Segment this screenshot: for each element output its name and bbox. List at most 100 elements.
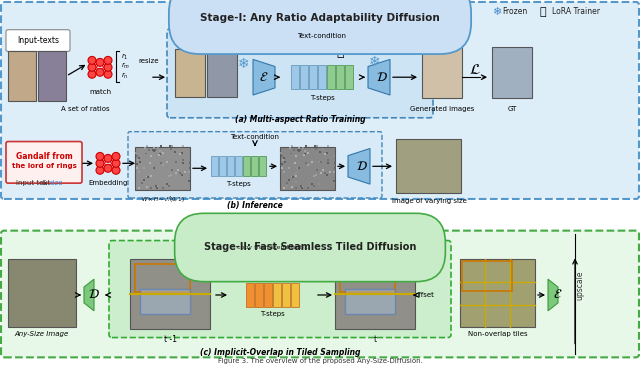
Circle shape — [96, 58, 104, 66]
Bar — [182, 159, 184, 161]
Bar — [340, 264, 395, 292]
Bar — [303, 154, 305, 155]
Bar — [307, 152, 309, 154]
Text: Text-condition: Text-condition — [230, 134, 280, 139]
Polygon shape — [368, 59, 390, 95]
Text: Input text: Input text — [16, 180, 50, 186]
Bar — [138, 187, 140, 189]
Bar — [330, 171, 332, 173]
Bar — [282, 283, 289, 307]
Polygon shape — [548, 279, 558, 311]
Text: $r_m$: $r_m$ — [121, 61, 131, 72]
Bar — [135, 146, 190, 190]
Polygon shape — [348, 149, 370, 184]
Bar — [246, 283, 253, 307]
Text: (b) Inference: (b) Inference — [227, 201, 283, 210]
Bar — [138, 159, 140, 161]
Text: Stage-II: Fast Seamless Tiled Diffusion: Stage-II: Fast Seamless Tiled Diffusion — [204, 242, 416, 253]
Bar — [301, 187, 303, 189]
Bar — [323, 148, 324, 150]
FancyBboxPatch shape — [6, 142, 82, 183]
Bar — [335, 260, 415, 328]
Bar — [170, 148, 172, 150]
Bar — [136, 163, 138, 165]
Bar — [145, 153, 147, 154]
Text: Generated images: Generated images — [410, 106, 474, 112]
Bar — [460, 260, 535, 327]
Bar — [160, 162, 162, 164]
Bar — [316, 145, 317, 146]
Bar — [168, 185, 170, 187]
Bar — [286, 182, 289, 184]
Bar — [188, 180, 190, 182]
FancyBboxPatch shape — [128, 132, 382, 198]
Bar — [298, 167, 300, 169]
Bar — [135, 264, 190, 292]
Bar — [305, 145, 307, 147]
Bar — [301, 186, 303, 188]
Text: Input-texts: Input-texts — [17, 36, 59, 45]
FancyBboxPatch shape — [109, 241, 451, 338]
Circle shape — [96, 153, 104, 160]
Text: Figure 3. The overview of the proposed Any-Size-Diffusion.: Figure 3. The overview of the proposed A… — [218, 358, 422, 364]
Text: A set of ratios: A set of ratios — [61, 106, 109, 112]
Bar — [153, 167, 155, 169]
Text: (a) Multi-aspect Ratio Training: (a) Multi-aspect Ratio Training — [235, 115, 365, 124]
Bar — [284, 161, 287, 162]
Bar — [150, 175, 152, 177]
Bar — [141, 182, 143, 184]
Bar — [179, 172, 182, 174]
Bar — [149, 173, 151, 175]
Bar — [188, 155, 190, 157]
Bar — [243, 157, 250, 176]
Bar — [462, 261, 512, 291]
Bar — [162, 188, 164, 189]
Bar — [295, 175, 298, 177]
Bar — [136, 167, 138, 169]
Bar — [298, 149, 300, 151]
Bar — [298, 147, 300, 149]
Bar — [288, 167, 291, 169]
Bar — [177, 169, 179, 171]
Bar — [140, 289, 190, 314]
Bar — [290, 153, 292, 154]
Bar — [150, 181, 152, 182]
Text: Embedding: Embedding — [88, 180, 128, 186]
Bar — [310, 183, 313, 185]
Text: offset: offset — [415, 292, 435, 298]
Bar — [136, 155, 138, 157]
FancyBboxPatch shape — [167, 29, 433, 118]
Bar — [143, 180, 145, 181]
Bar — [291, 145, 293, 147]
Bar — [318, 161, 320, 164]
Text: 🔥: 🔥 — [540, 7, 547, 17]
Bar — [273, 283, 280, 307]
Bar — [173, 183, 175, 185]
Text: $\mathcal{E}$: $\mathcal{E}$ — [259, 71, 269, 84]
Bar — [146, 185, 148, 188]
Text: Image of varying size: Image of varying size — [392, 198, 467, 204]
Bar — [189, 162, 191, 164]
Bar — [145, 187, 147, 189]
Bar — [302, 147, 304, 149]
Bar — [153, 150, 155, 152]
Bar — [175, 161, 177, 162]
Bar — [173, 161, 175, 164]
Bar — [138, 157, 140, 159]
FancyBboxPatch shape — [1, 231, 639, 357]
Bar — [150, 155, 152, 157]
Text: Frozen: Frozen — [502, 7, 527, 16]
Text: $r_n$: $r_n$ — [121, 71, 129, 81]
Text: Any-Size Image: Any-Size Image — [15, 331, 69, 337]
Bar — [156, 187, 158, 189]
Bar — [290, 187, 292, 189]
Circle shape — [88, 64, 96, 71]
Text: LoRA Trainer: LoRA Trainer — [552, 7, 600, 16]
Bar — [175, 172, 177, 174]
Bar — [322, 169, 324, 171]
Bar — [166, 183, 168, 185]
Bar — [152, 149, 154, 151]
Bar — [307, 164, 308, 166]
Bar — [130, 260, 210, 328]
Bar — [227, 157, 234, 176]
